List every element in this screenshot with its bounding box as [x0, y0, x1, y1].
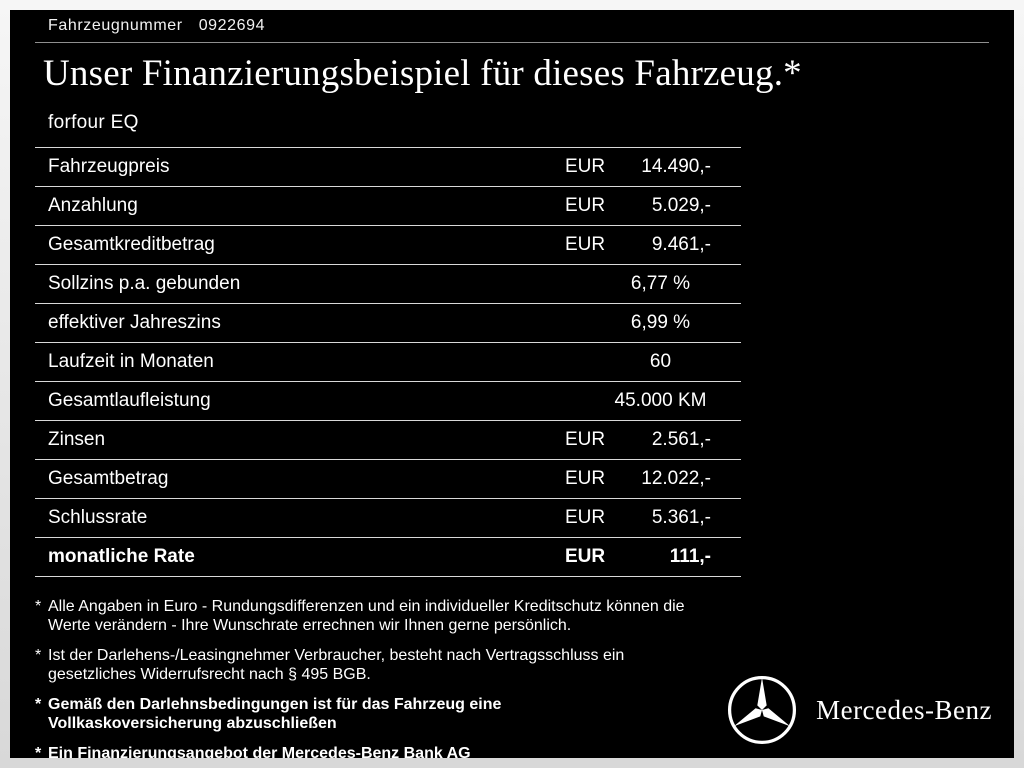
row-currency: EUR — [565, 429, 606, 450]
row-currency: EUR — [565, 468, 606, 489]
vehicle-number-bar: Fahrzeugnummer 0922694 — [35, 10, 989, 43]
table-row: monatliche Rate EUR 111,- — [35, 538, 741, 577]
row-value-cell: EUR 111,- — [565, 546, 711, 568]
table-row: Anzahlung EUR 5.029,- — [35, 187, 741, 226]
footnote-text: Ein Finanzierungsangebot der Mercedes-Be… — [48, 744, 471, 758]
row-value: 5.029,- — [651, 195, 711, 216]
footnote: * Ein Finanzierungsangebot der Mercedes-… — [35, 744, 989, 758]
row-label: Anzahlung — [48, 195, 138, 216]
footnote: * Alle Angaben in Euro - Rundungsdiffere… — [35, 597, 989, 635]
table-row: effektiver Jahreszins 6,99 % — [35, 304, 741, 343]
vehicle-number-label: Fahrzeugnummer — [48, 17, 183, 34]
row-value: 5.361,- — [651, 507, 711, 528]
footnote-text: Alle Angaben in Euro - Rundungsdifferenz… — [48, 597, 685, 635]
row-value-cell: EUR 12.022,- — [565, 468, 711, 490]
footnote-line: gesetzliches Widerrufsrecht nach § 495 B… — [48, 666, 371, 683]
row-label: Gesamtkreditbetrag — [48, 234, 215, 255]
table-row: Fahrzeugpreis EUR 14.490,- — [35, 148, 741, 187]
table-row: Gesamtlaufleistung 45.000 KM — [35, 382, 741, 421]
table-row: Zinsen EUR 2.561,- — [35, 421, 741, 460]
row-value: 14.490,- — [641, 156, 711, 177]
footnote: * Gemäß den Darlehnsbedingungen ist für … — [35, 695, 989, 733]
row-value-cell: 45.000 KM — [565, 390, 711, 412]
row-label: Zinsen — [48, 429, 106, 450]
table-row: Gesamtkreditbetrag EUR 9.461,- — [35, 226, 741, 265]
mercedes-star-icon — [728, 675, 797, 745]
row-value-cell: 60 — [565, 351, 711, 373]
footnote-line: Werte verändern - Ihre Wunschrate errech… — [48, 617, 572, 634]
row-value-cell: 6,77 % — [565, 273, 711, 295]
brand-name: Mercedes-Benz — [816, 694, 992, 725]
footnote-text: Ist der Darlehens-/Leasingnehmer Verbrau… — [48, 646, 624, 684]
row-label: Sollzins p.a. gebunden — [48, 273, 241, 294]
row-label: Gesamtbetrag — [48, 468, 169, 489]
row-label: monatliche Rate — [48, 546, 195, 567]
row-label: Gesamtlaufleistung — [48, 390, 211, 411]
row-value-cell: EUR 2.561,- — [565, 429, 711, 451]
footnote-line: Vollkaskoversicherung abzuschließen — [48, 715, 337, 732]
footnote-line: Alle Angaben in Euro - Rundungsdifferenz… — [48, 598, 685, 615]
footnote-line: Ein Finanzierungsangebot der Mercedes-Be… — [48, 745, 471, 758]
row-value: 2.561,- — [651, 429, 711, 450]
footnote: * Ist der Darlehens-/Leasingnehmer Verbr… — [35, 646, 989, 684]
vehicle-number-value: 0922694 — [198, 17, 266, 34]
row-label: Fahrzeugpreis — [48, 156, 170, 177]
row-currency: EUR — [565, 546, 606, 567]
row-value: 6,77 % — [630, 273, 691, 294]
row-value: 9.461,- — [651, 234, 711, 255]
footnotes: * Alle Angaben in Euro - Rundungsdiffere… — [35, 597, 989, 758]
table-row: Laufzeit in Monaten 60 — [35, 343, 741, 382]
footnote-text: Gemäß den Darlehnsbedingungen ist für da… — [48, 695, 501, 733]
row-value: 12.022,- — [641, 468, 711, 489]
asterisk-marker: * — [35, 647, 42, 664]
row-value: 111,- — [669, 546, 711, 567]
row-currency: EUR — [565, 195, 606, 216]
row-label: Laufzeit in Monaten — [48, 351, 214, 372]
table-row: Schlussrate EUR 5.361,- — [35, 499, 741, 538]
footnote-line: Gemäß den Darlehnsbedingungen ist für da… — [48, 696, 502, 713]
row-value-cell: EUR 5.361,- — [565, 507, 711, 529]
row-value-cell: EUR 14.490,- — [565, 156, 711, 178]
row-label: Schlussrate — [48, 507, 148, 528]
footnote-line: Ist der Darlehens-/Leasingnehmer Verbrau… — [48, 647, 625, 664]
table-row: Sollzins p.a. gebunden 6,77 % — [35, 265, 741, 304]
financing-sheet: Fahrzeugnummer 0922694 Unser Finanzierun… — [10, 10, 1014, 758]
row-value-cell: 6,99 % — [565, 312, 711, 334]
asterisk-marker: * — [35, 745, 42, 758]
row-currency: EUR — [565, 156, 606, 177]
row-value-cell: EUR 9.461,- — [565, 234, 711, 256]
row-currency: EUR — [565, 234, 606, 255]
asterisk-marker: * — [35, 598, 42, 615]
row-value: 60 — [649, 351, 672, 372]
row-label: effektiver Jahreszins — [48, 312, 221, 333]
page-title: Unser Finanzierungsbeispiel für dieses F… — [43, 53, 802, 94]
row-value: 6,99 % — [630, 312, 691, 333]
row-value: 45.000 KM — [614, 390, 707, 411]
table-row: Gesamtbetrag EUR 12.022,- — [35, 460, 741, 499]
row-currency: EUR — [565, 507, 606, 528]
brand-block: Mercedes-Benz — [726, 674, 992, 746]
vehicle-model: forfour EQ — [48, 112, 139, 133]
finance-table: Fahrzeugpreis EUR 14.490,- Anzahlung EUR… — [35, 147, 741, 577]
row-value-cell: EUR 5.029,- — [565, 195, 711, 217]
asterisk-marker: * — [35, 696, 42, 713]
